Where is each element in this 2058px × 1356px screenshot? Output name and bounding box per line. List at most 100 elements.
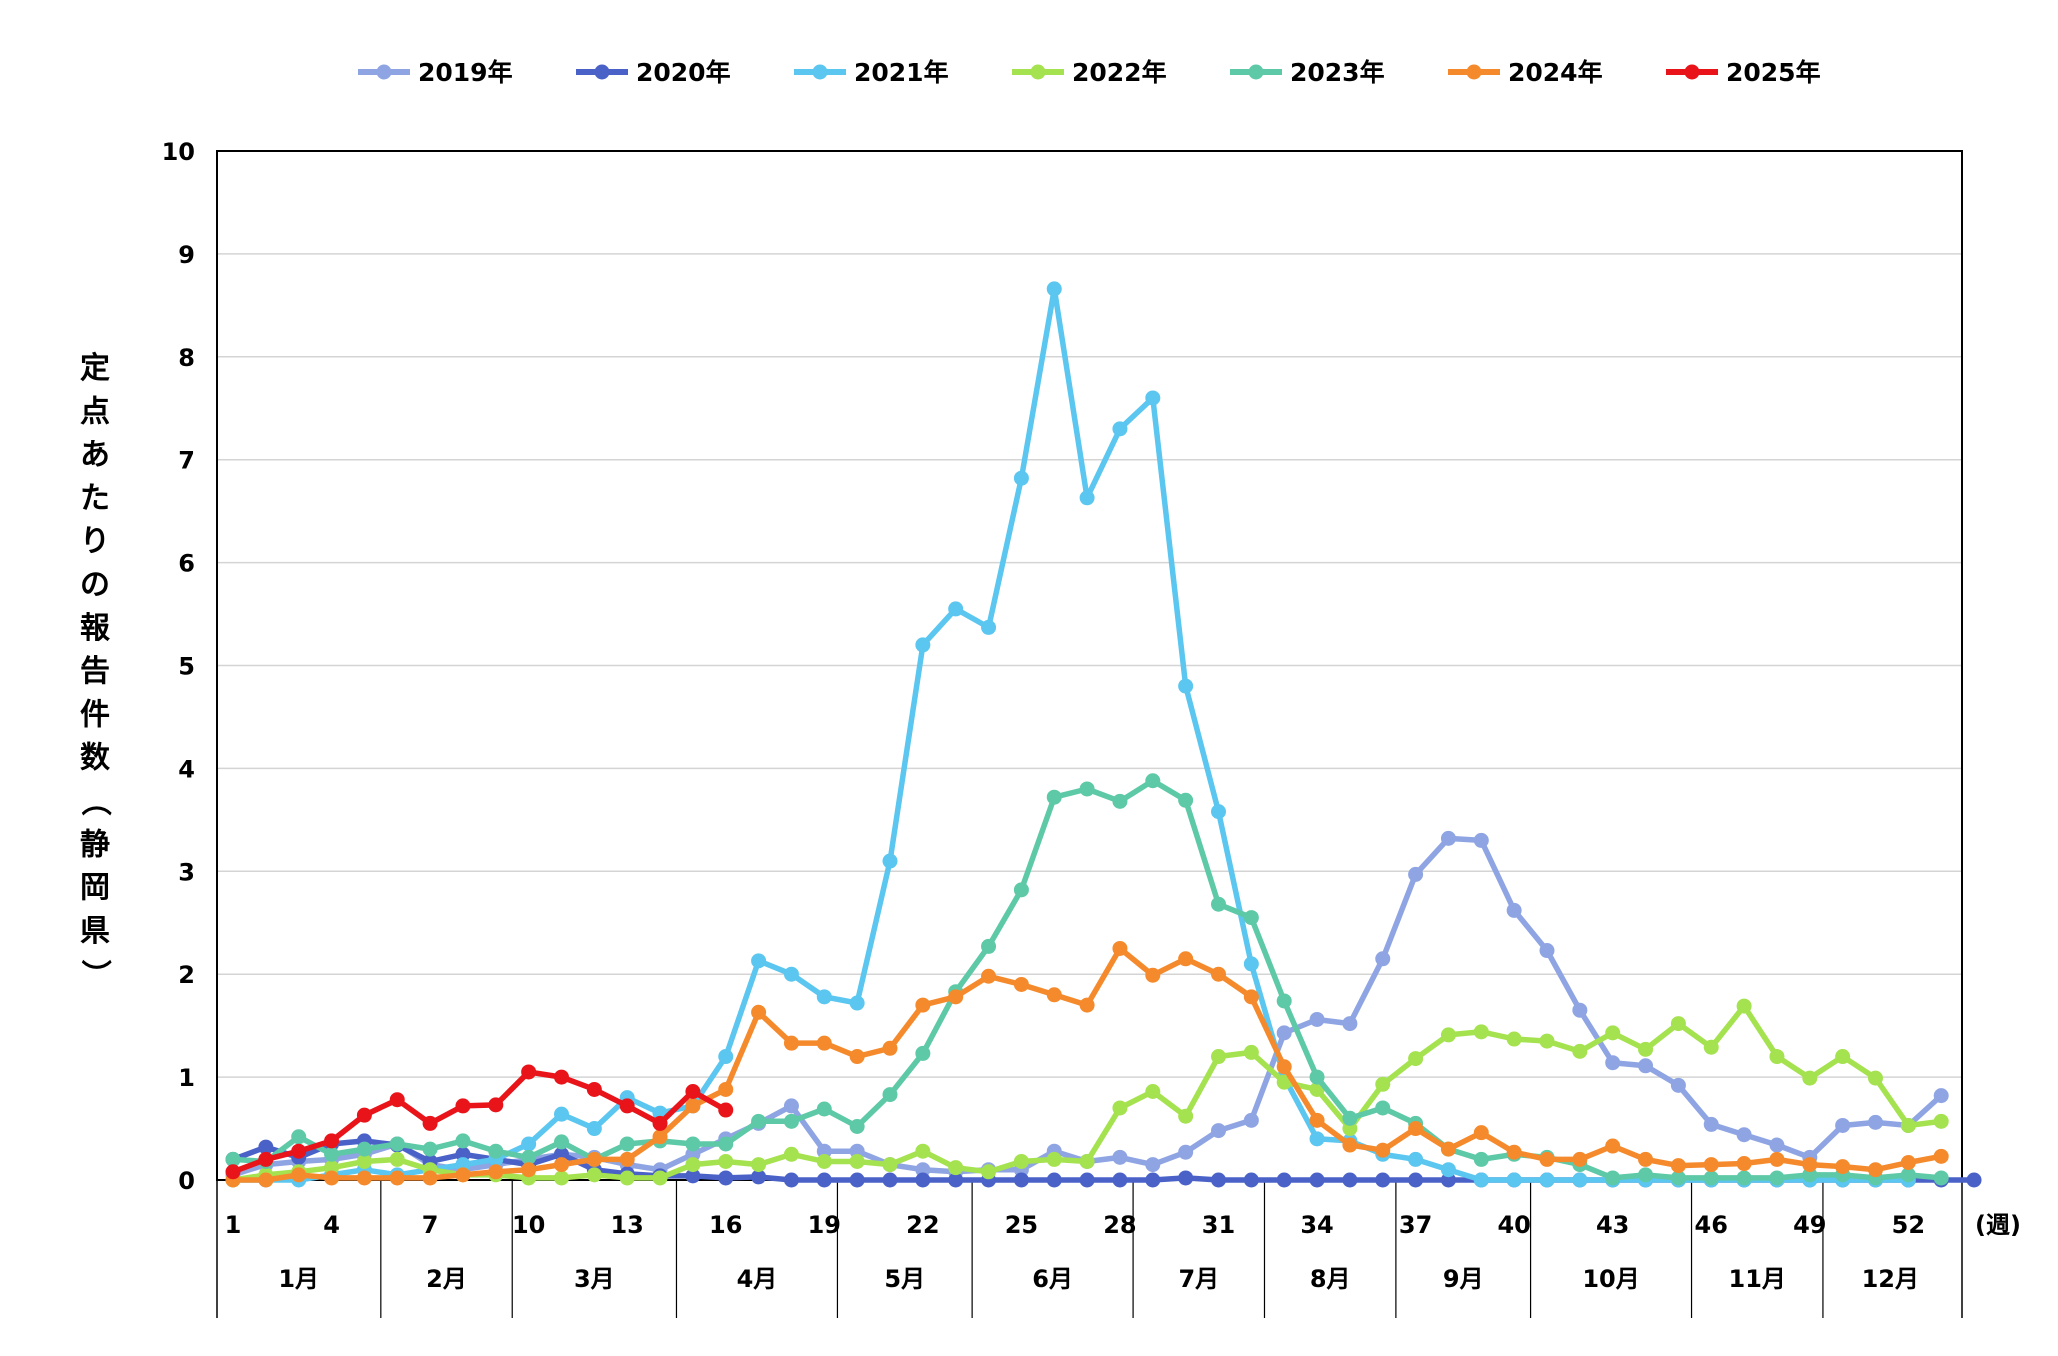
series-line (232, 777, 1942, 1181)
data-point (1145, 773, 1161, 789)
data-point (751, 1113, 767, 1129)
data-point (1802, 1167, 1818, 1183)
y-axis-label-char: 静 (80, 827, 110, 862)
data-point (521, 1136, 537, 1152)
data-point (783, 1113, 799, 1129)
data-point (685, 1084, 701, 1100)
data-point (1276, 1059, 1292, 1075)
data-point (1309, 1172, 1325, 1188)
data-point (356, 1153, 372, 1169)
data-point (554, 1170, 569, 1186)
data-point (1473, 1125, 1489, 1141)
data-point (1638, 1058, 1654, 1074)
data-point (1605, 1170, 1621, 1186)
data-point (1145, 1172, 1161, 1188)
series-line (233, 945, 1942, 1183)
data-point (1736, 1156, 1752, 1172)
data-point (455, 1167, 471, 1183)
data-point (1013, 470, 1029, 486)
data-point (1211, 804, 1226, 820)
data-point (324, 1133, 340, 1149)
data-point (324, 1146, 340, 1162)
data-point (1112, 421, 1128, 437)
data-point (1802, 1070, 1818, 1086)
data-point (1079, 1153, 1095, 1169)
data-point (1868, 1114, 1883, 1130)
data-point (1342, 1016, 1358, 1032)
data-point (554, 1106, 569, 1122)
data-point (258, 1139, 274, 1155)
data-point (1342, 1137, 1358, 1153)
data-point (1440, 1172, 1456, 1188)
data-point (1046, 789, 1062, 805)
month-label: 9月 (1443, 1265, 1484, 1293)
data-point (1670, 1016, 1686, 1032)
data-point (1013, 1172, 1029, 1188)
data-point (1638, 1167, 1654, 1183)
data-point (1145, 1157, 1161, 1173)
y-axis-label-char: り (80, 524, 110, 559)
x-tick-label: 16 (709, 1211, 742, 1239)
data-point (1276, 1074, 1292, 1090)
month-label: 4月 (737, 1265, 778, 1293)
data-point (1375, 951, 1391, 967)
data-point (783, 1098, 799, 1114)
data-point (718, 1153, 734, 1169)
data-point (554, 1134, 569, 1150)
x-tick-label: 13 (610, 1211, 643, 1239)
x-tick-label: 7 (422, 1211, 439, 1239)
data-point (1276, 993, 1292, 1009)
data-point (685, 1168, 701, 1184)
data-point (849, 1172, 865, 1188)
x-axis-table: 1月 2月 3月 4月 5月 6月 7月 8月 9月 10月 11月 12月 (216, 1180, 1963, 1318)
data-point (1933, 1113, 1949, 1129)
data-point (554, 1069, 569, 1085)
data-point (1506, 1031, 1522, 1047)
data-point (1440, 1162, 1456, 1178)
data-point (356, 1141, 372, 1157)
data-point (685, 1157, 701, 1173)
data-point (1539, 1033, 1555, 1049)
series-line (233, 286, 1909, 1183)
data-point (1638, 1041, 1654, 1057)
series-2025年 (225, 1064, 734, 1180)
data-point (915, 637, 931, 653)
data-point (1309, 1112, 1325, 1128)
data-point (1703, 1116, 1719, 1132)
data-point (422, 1170, 438, 1186)
x-tick-label: 31 (1202, 1211, 1235, 1239)
legend-item: 2023年 (1230, 58, 1385, 87)
data-point (1670, 1077, 1686, 1093)
data-point (1408, 1172, 1424, 1188)
y-tick-label: 6 (178, 550, 195, 578)
data-point (849, 1143, 865, 1159)
data-point (258, 1151, 274, 1167)
data-point (586, 1167, 602, 1183)
data-point (1473, 1151, 1489, 1167)
y-axis-label-char: た (80, 481, 110, 516)
data-point (718, 1136, 734, 1152)
data-point (849, 995, 865, 1011)
data-point (1900, 1167, 1916, 1183)
y-tick-label: 0 (178, 1167, 195, 1195)
data-point (1408, 1121, 1424, 1137)
data-point (981, 619, 997, 635)
data-point (1375, 1172, 1391, 1188)
month-label: 11月 (1729, 1265, 1786, 1293)
series-lines (225, 281, 1982, 1188)
legend-swatch-marker (1248, 64, 1264, 80)
series-line (232, 1069, 728, 1175)
data-point (488, 1143, 504, 1159)
data-point (1112, 1149, 1128, 1165)
x-tick-label: 22 (906, 1211, 939, 1239)
data-point (1276, 1025, 1292, 1041)
data-point (1145, 390, 1161, 406)
data-point (849, 1049, 865, 1065)
data-point (1211, 966, 1226, 982)
data-point (422, 1141, 438, 1157)
data-point (718, 1049, 734, 1065)
data-point (619, 1151, 635, 1167)
data-point (783, 1035, 799, 1051)
month-label: 6月 (1032, 1265, 1073, 1293)
y-tick-label: 2 (178, 961, 195, 989)
